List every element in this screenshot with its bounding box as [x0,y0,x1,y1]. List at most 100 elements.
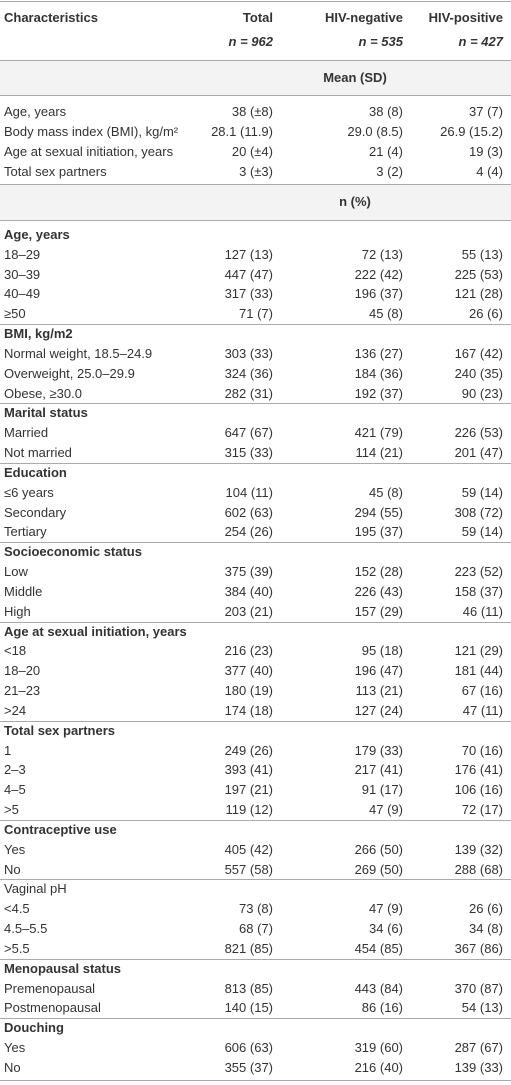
cell: 139 (32) [454,841,503,857]
cell: 180 (19) [224,683,273,699]
cell: 106 (16) [454,782,503,798]
row-label: Secondary [4,504,67,520]
cell: 68 (7) [239,921,273,937]
cell: 34 (8) [469,921,503,937]
cell: 38 (±8) [231,104,273,119]
row-label: >5.5 [4,940,30,956]
column-header: HIV-positive [428,10,503,25]
cell: 375 (39) [224,564,273,580]
cell: 384 (40) [224,583,273,599]
cell: 121 (29) [454,643,503,659]
column-header: Characteristics [4,10,98,25]
cell: 19 (3) [469,144,503,159]
cell: 370 (87) [454,980,503,996]
column-header: Total [242,10,273,25]
rule [0,622,511,623]
row-label: 30–39 [4,266,41,282]
cell: 269 (50) [354,861,403,877]
cell: 70 (16) [461,742,503,758]
cell: 226 (43) [354,583,403,599]
row-label: ≥50 [4,306,26,322]
cell: 192 (37) [354,385,403,401]
row-label: <18 [4,643,27,659]
cell: 21 (4) [369,144,403,159]
cell: 443 (84) [354,980,403,996]
cell: 201 (47) [454,445,503,461]
cell: 91 (17) [361,782,403,798]
group-title: BMI, kg/m2 [4,326,73,342]
cell: 104 (11) [225,484,273,500]
group-title: Vaginal pH [4,881,67,897]
row-label: Yes [4,1040,26,1056]
rule [0,1,511,2]
cell: 216 (23) [224,643,273,659]
cell: 28.1 (11.9) [211,124,273,139]
cell: 72 (13) [361,246,403,262]
row-label: Normal weight, 18.5–24.9 [4,345,153,361]
cell: 71 (7) [239,306,273,322]
cell: 216 (40) [354,1059,403,1075]
group-title: Socioeconomic status [4,544,142,560]
section-title: n (%) [339,194,371,209]
row-label: 2–3 [4,762,26,778]
row-label: Overweight, 25.0–29.9 [4,365,135,381]
cell: 254 (26) [224,524,273,540]
group-title: Menopausal status [4,960,122,976]
cell: 287 (67) [454,1040,503,1056]
row-label: Not married [4,445,72,461]
cell: 45 (8) [369,484,403,500]
rule [0,1080,511,1081]
row-label: >5 [4,802,19,818]
row-label: Yes [4,841,26,857]
row-label: 21–23 [4,683,41,699]
cell: 813 (85) [224,980,273,996]
cell: 67 (16) [461,683,503,699]
row-label: Middle [4,583,43,599]
rule [0,820,511,821]
cell: 421 (79) [354,425,403,441]
cell: 308 (72) [454,504,503,520]
row-label: 4.5–5.5 [4,921,48,937]
group-title: Marital status [4,405,88,421]
rule [0,959,511,960]
cell: 113 (21) [355,683,403,699]
group-title: Contraceptive use [4,821,117,837]
cell: 121 (28) [454,286,503,302]
cell: 73 (8) [239,901,273,917]
row-label: <4.5 [4,901,30,917]
cell: 303 (33) [224,345,273,361]
cell: 3 (±3) [239,164,273,179]
cell: 315 (33) [224,445,273,461]
cell: 195 (37) [354,524,403,540]
cell: 55 (13) [461,246,503,262]
cell: 217 (41) [354,762,403,778]
cell: 179 (33) [354,742,403,758]
cell: 29.0 (8.5) [347,124,403,139]
row-label: Tertiary [4,524,47,540]
rule [0,220,511,221]
cell: 226 (53) [454,425,503,441]
cell: 26 (6) [469,306,503,322]
cell: 197 (21) [224,782,273,798]
cell: 45 (8) [369,306,403,322]
rule [0,542,511,543]
cell: 114 (21) [355,445,403,461]
group-title: Douching [4,1020,64,1036]
cell: 203 (21) [224,603,273,619]
cell: 174 (18) [224,702,273,718]
section-title: Mean (SD) [323,70,387,85]
cell: 127 (13) [224,246,273,262]
cell: 47 (9) [369,802,403,818]
row-label: 40–49 [4,286,41,302]
group-title: Age at sexual initiation, years [4,623,187,639]
rule [0,95,511,96]
section-band [0,185,511,220]
section-band [0,61,511,95]
cell: 20 (±4) [231,144,273,159]
cell: 447 (47) [224,266,273,282]
rule [0,879,511,880]
cell: 140 (15) [224,1000,273,1016]
cell: 223 (52) [454,564,503,580]
row-label: 4–5 [4,782,26,798]
cell: 46 (11) [462,603,503,619]
